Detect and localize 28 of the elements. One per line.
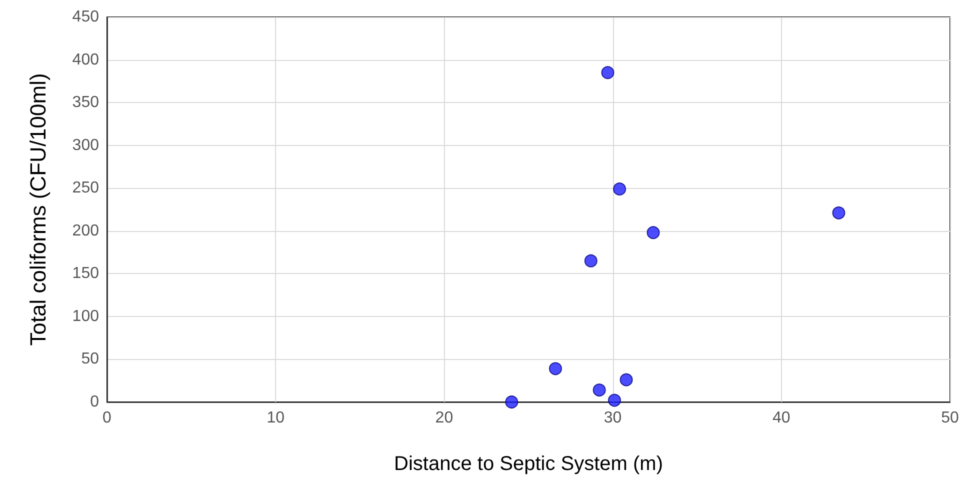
point <box>613 182 626 196</box>
point <box>601 66 614 80</box>
point <box>646 226 660 240</box>
x-axis-title: Distance to Septic System (m) <box>394 453 663 475</box>
y-tick-label: 400 <box>72 51 100 68</box>
point <box>620 373 633 386</box>
y-tick-label: 150 <box>72 265 100 282</box>
y-tick-label: 250 <box>72 180 100 197</box>
x-tick-label: 20 <box>435 410 454 426</box>
point <box>832 206 846 220</box>
y-tick-label: 350 <box>72 94 100 112</box>
y-tick-label: 450 <box>72 8 100 26</box>
y-axis-title: Total coliforms (CFU/100ml) <box>26 73 50 346</box>
y-tick-label: 100 <box>72 308 100 325</box>
point <box>584 254 598 268</box>
point <box>592 384 606 397</box>
y-tick-label: 300 <box>72 136 100 154</box>
y-tick-label: 200 <box>72 222 100 240</box>
x-tick-label: 50 <box>941 410 959 426</box>
x-tick-label: 10 <box>266 410 285 426</box>
point <box>608 394 621 407</box>
y-tick-label: 50 <box>81 350 100 368</box>
y-tick-label: 0 <box>90 394 100 410</box>
x-tick-label: 30 <box>604 410 622 426</box>
x-tick-label: 40 <box>772 410 790 426</box>
x-tick-label: 0 <box>102 410 112 426</box>
point <box>505 396 518 408</box>
point <box>548 362 562 376</box>
